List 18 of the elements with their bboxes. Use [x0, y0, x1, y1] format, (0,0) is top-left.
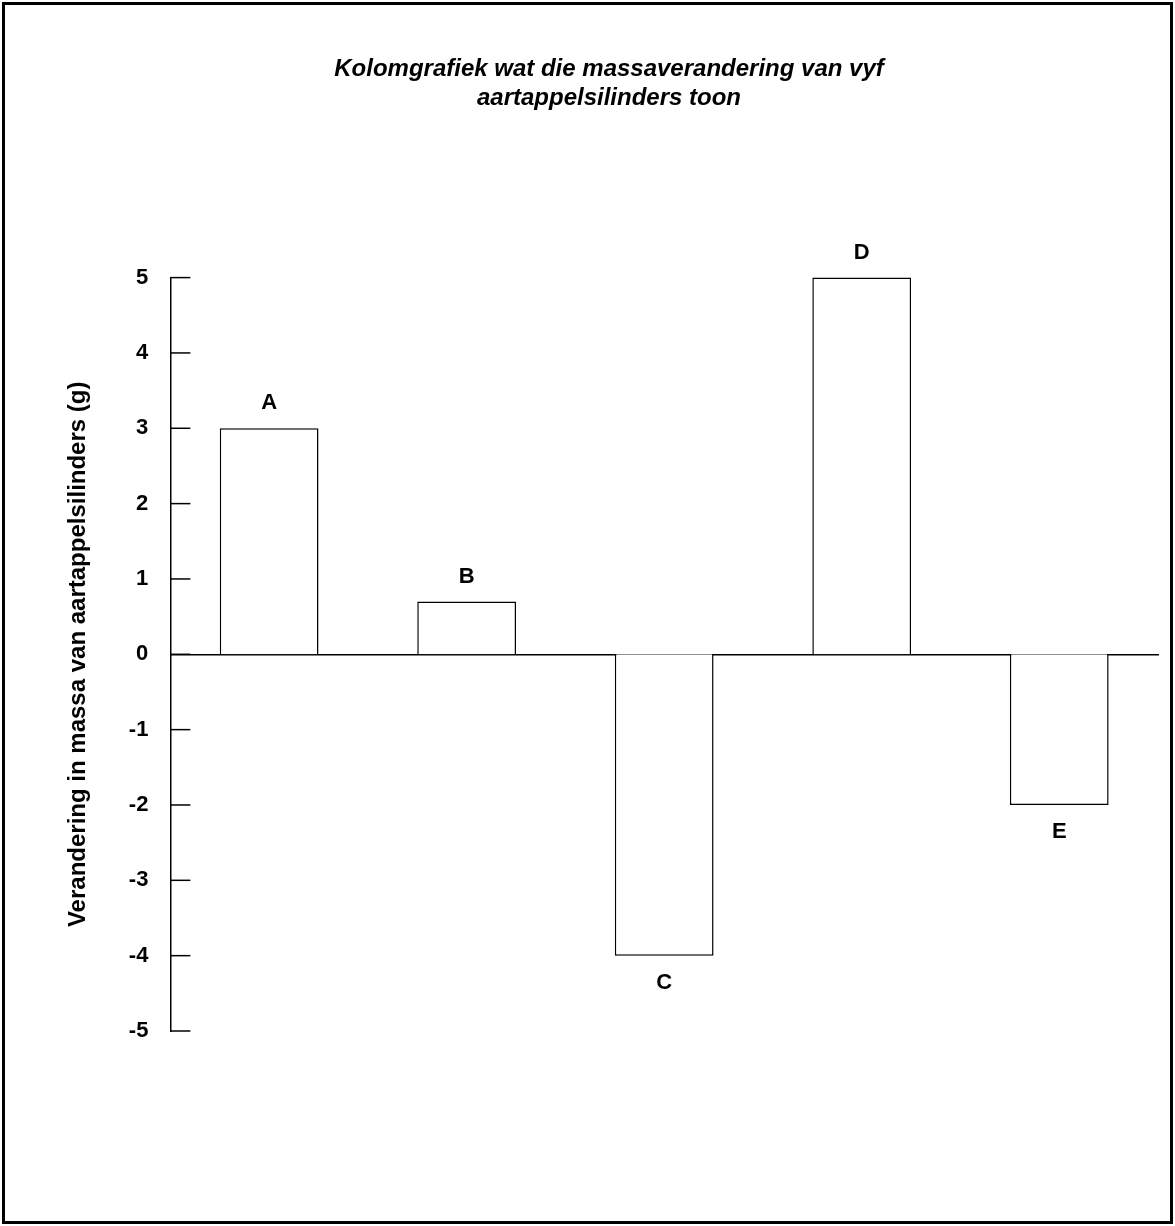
y-tick-label: -4 [128, 941, 150, 967]
y-tick-label: -5 [128, 1017, 149, 1043]
y-tick-label: -2 [128, 791, 149, 817]
y-tick-label: 4 [136, 339, 150, 364]
y-tick-label: 5 [136, 263, 149, 289]
x-tick-label: B [458, 562, 475, 588]
y-tick-label: -1 [128, 715, 149, 741]
x-tick-label: C [656, 968, 673, 994]
y-tick-label: 1 [136, 565, 149, 591]
y-tick-label: 0 [136, 640, 149, 666]
chart-title: Kolomgrafiek wat die massaverandering van vyf aartappelsilinders toon [334, 54, 886, 110]
x-tick-label: A [261, 389, 278, 415]
y-tick-label: -3 [128, 866, 149, 892]
x-tick-label: E [1051, 818, 1067, 844]
y-tick-label: 3 [136, 414, 149, 440]
y-tick-label: 2 [136, 489, 149, 515]
x-tick-label: D [853, 238, 870, 264]
y-axis-title: Verandering in massa van aartappelsilinders (g) [63, 381, 91, 928]
